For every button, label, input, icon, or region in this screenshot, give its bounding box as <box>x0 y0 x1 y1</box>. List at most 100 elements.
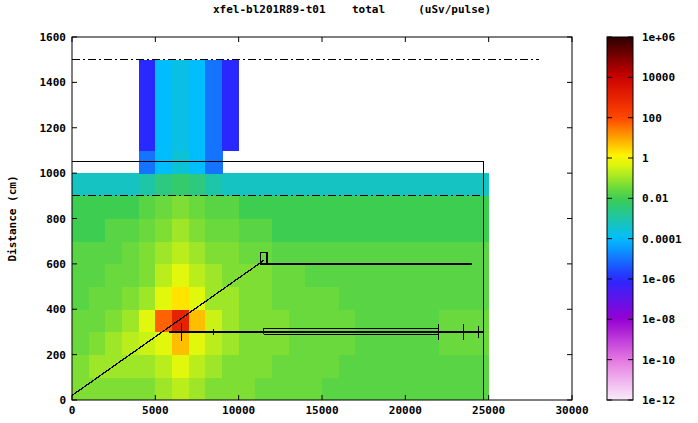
x-tick-label: 10000 <box>222 404 255 417</box>
cell <box>139 128 156 151</box>
cell <box>105 196 122 219</box>
cell <box>405 332 422 355</box>
colorbar-tick <box>628 158 633 159</box>
cell <box>455 287 472 310</box>
y-tick <box>567 173 572 174</box>
cell <box>139 241 156 264</box>
cell <box>205 264 222 287</box>
cell <box>139 173 156 196</box>
cell <box>155 264 172 287</box>
cell <box>222 219 239 242</box>
cell <box>189 105 206 128</box>
chart: 0500010000150002000025000300000200400600… <box>0 0 698 423</box>
cell <box>339 196 356 219</box>
cell <box>372 241 389 264</box>
colorbar-tick <box>607 37 612 38</box>
cell <box>422 264 439 287</box>
colorbar-tick <box>628 238 633 239</box>
outline <box>181 323 182 341</box>
cell <box>355 287 372 310</box>
cell <box>389 264 406 287</box>
cell <box>155 287 172 310</box>
y-tick <box>567 82 572 83</box>
colorbar-tick <box>628 198 633 199</box>
x-tick <box>488 395 489 400</box>
cell <box>455 196 472 219</box>
outline <box>72 161 484 162</box>
cell <box>72 264 89 287</box>
cell <box>389 173 406 196</box>
colorbar-tick <box>628 319 633 320</box>
cell <box>422 241 439 264</box>
cell <box>222 82 239 105</box>
cell <box>239 332 256 355</box>
cell <box>89 173 106 196</box>
colorbar-label: 1 <box>642 152 649 165</box>
cell <box>122 241 139 264</box>
cell <box>339 173 356 196</box>
cell <box>389 377 406 400</box>
cell <box>289 355 306 378</box>
cell <box>222 309 239 332</box>
cell <box>405 377 422 400</box>
cell <box>289 377 306 400</box>
colorbar-tick <box>607 117 612 118</box>
cell <box>122 309 139 332</box>
cell <box>72 355 89 378</box>
outline <box>463 324 464 340</box>
x-tick <box>72 37 73 42</box>
cell <box>255 219 272 242</box>
cell <box>422 173 439 196</box>
cell <box>405 287 422 310</box>
y-tick <box>72 82 77 83</box>
cell <box>205 105 222 128</box>
cell <box>272 241 289 264</box>
cell <box>272 196 289 219</box>
cell <box>339 264 356 287</box>
outline <box>72 195 484 196</box>
cell <box>205 82 222 105</box>
cell <box>155 82 172 105</box>
cell <box>155 60 172 83</box>
cell <box>139 60 156 83</box>
cell <box>172 241 189 264</box>
cell <box>239 355 256 378</box>
cell <box>189 377 206 400</box>
cell <box>439 264 456 287</box>
cell <box>322 355 339 378</box>
cell <box>289 219 306 242</box>
cell <box>339 219 356 242</box>
cell <box>72 287 89 310</box>
cell <box>122 332 139 355</box>
cell <box>105 173 122 196</box>
cell <box>155 377 172 400</box>
cell <box>389 287 406 310</box>
y-tick <box>567 400 572 401</box>
cell <box>422 287 439 310</box>
outline <box>213 329 214 336</box>
cell <box>372 287 389 310</box>
x-tick <box>405 37 406 42</box>
outline <box>72 59 539 60</box>
cell <box>405 173 422 196</box>
cell <box>439 377 456 400</box>
x-tick <box>488 37 489 42</box>
cell <box>355 264 372 287</box>
cell <box>189 219 206 242</box>
cell <box>372 219 389 242</box>
cell <box>355 332 372 355</box>
cell <box>172 60 189 83</box>
cell <box>472 241 489 264</box>
cell <box>72 309 89 332</box>
cell <box>222 196 239 219</box>
cell <box>405 264 422 287</box>
cell <box>205 128 222 151</box>
y-axis-title: Distance (cm) <box>6 175 19 261</box>
cell <box>339 355 356 378</box>
outline <box>264 263 472 264</box>
cell <box>339 241 356 264</box>
cell <box>122 264 139 287</box>
cell <box>439 309 456 332</box>
cell <box>472 332 489 355</box>
cell <box>289 264 306 287</box>
